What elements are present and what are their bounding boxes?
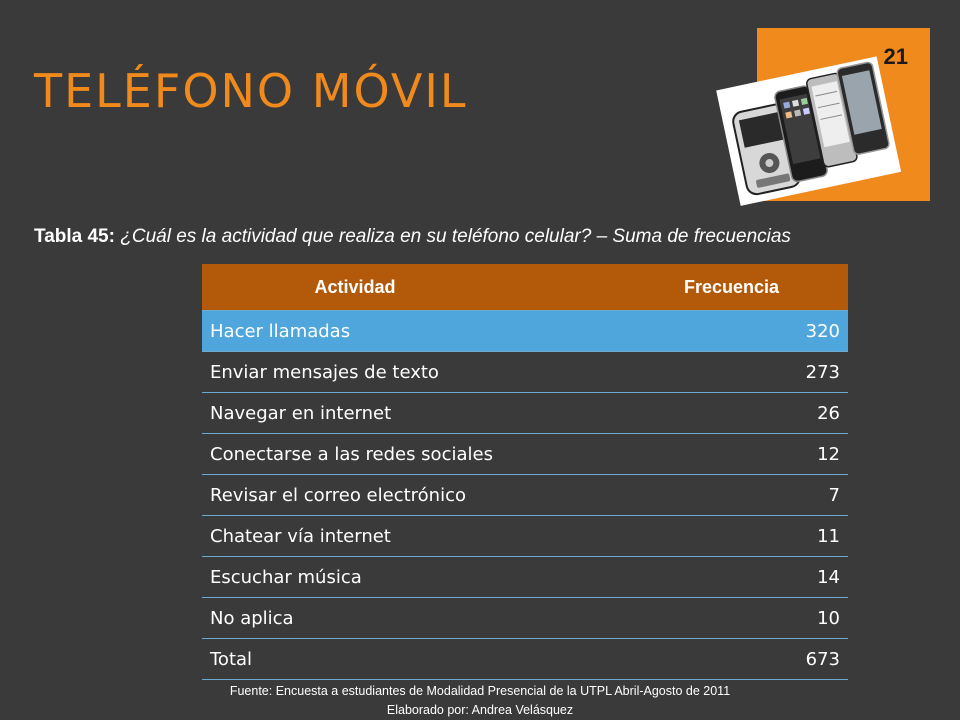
activity-cell: Escuchar música — [202, 556, 508, 598]
table-header-row: Actividad Frecuencia — [202, 264, 848, 311]
slide-number-badge: 21 — [716, 28, 930, 206]
frequency-cell: 7 — [508, 474, 848, 516]
table-row: Chatear vía internet 11 — [202, 515, 848, 557]
mobile-phones-image — [716, 56, 902, 206]
table-row: No aplica 10 — [202, 597, 848, 639]
table-row: Enviar mensajes de texto 273 — [202, 351, 848, 393]
caption-label: Tabla 45: — [34, 226, 115, 247]
header-activity: Actividad — [202, 264, 508, 311]
table-row: Escuchar música 14 — [202, 556, 848, 598]
table-caption: Tabla 45: ¿Cuál es la actividad que real… — [34, 222, 926, 252]
activity-cell: Conectarse a las redes sociales — [202, 433, 508, 475]
activity-cell: Hacer llamadas — [202, 310, 508, 352]
frequency-cell: 273 — [508, 351, 848, 393]
table-row-total: Total 673 — [202, 638, 848, 680]
activity-cell: Total — [202, 638, 508, 680]
activity-cell: No aplica — [202, 597, 508, 639]
activity-frequency-table: Actividad Frecuencia Hacer llamadas 320 … — [202, 264, 848, 680]
slide-title: TELÉFONO MÓVIL — [34, 64, 468, 118]
header-frequency: Frecuencia — [508, 264, 848, 311]
table-row: Revisar el correo electrónico 7 — [202, 474, 848, 516]
frequency-cell: 26 — [508, 392, 848, 434]
activity-cell: Revisar el correo electrónico — [202, 474, 508, 516]
activity-cell: Enviar mensajes de texto — [202, 351, 508, 393]
table-row: Conectarse a las redes sociales 12 — [202, 433, 848, 475]
frequency-cell: 10 — [508, 597, 848, 639]
footer-source: Fuente: Encuesta a estudiantes de Modali… — [229, 684, 731, 698]
caption-question: ¿Cuál es la actividad que realiza en su … — [120, 226, 791, 247]
frequency-cell: 320 — [508, 310, 848, 352]
frequency-cell: 673 — [508, 638, 848, 680]
activity-cell: Chatear vía internet — [202, 515, 508, 557]
frequency-cell: 12 — [508, 433, 848, 475]
footer-author: Elaborado por: Andrea Velásquez — [386, 703, 574, 717]
activity-cell: Navegar en internet — [202, 392, 508, 434]
table-row: Hacer llamadas 320 — [202, 310, 848, 352]
table-row: Navegar en internet 26 — [202, 392, 848, 434]
slide-number: 21 — [883, 44, 908, 69]
frequency-cell: 14 — [508, 556, 848, 598]
frequency-cell: 11 — [508, 515, 848, 557]
